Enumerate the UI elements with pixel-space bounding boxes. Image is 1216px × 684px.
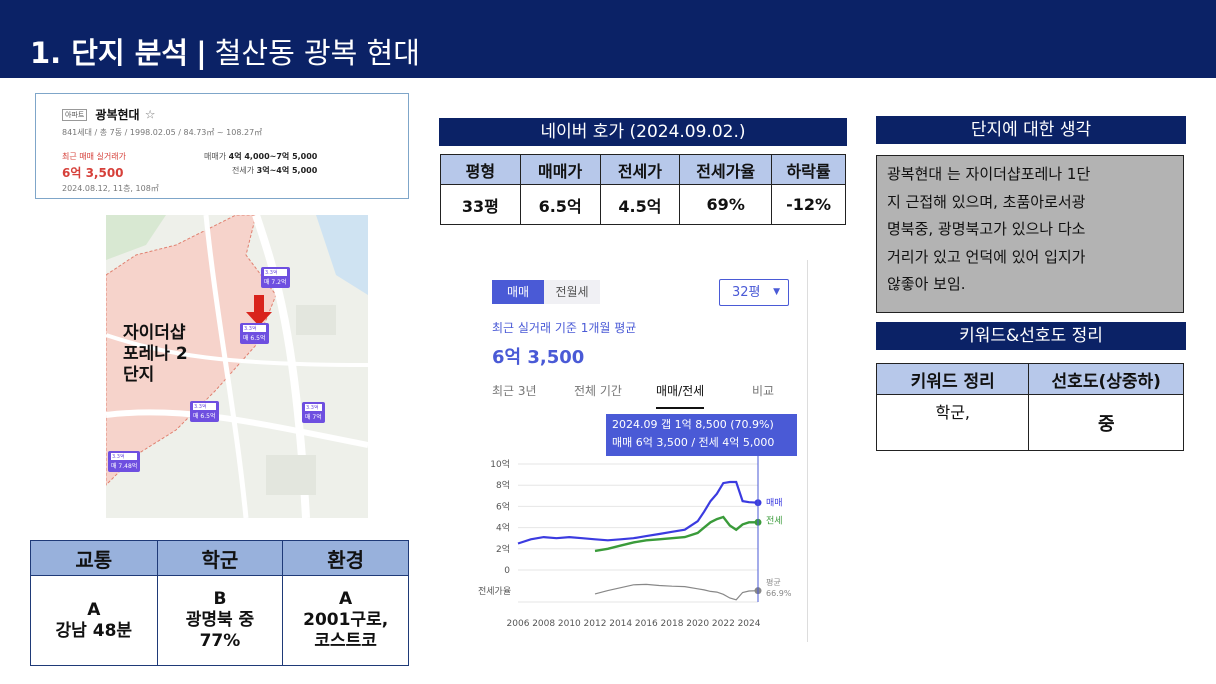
x-tick-label: 2012 [584, 619, 607, 629]
naver-cell: 69% [679, 184, 773, 225]
preference-col-header: 선호도(상중하) [1028, 363, 1184, 395]
rating-header: 환경 [282, 540, 409, 576]
thought-line: 명북중, 광명북고가 있으나 다소 [887, 220, 1086, 238]
price-chart-panel: 매매 전월세 32평 ▼ 최근 실거래 기준 1개월 평균 6억 3,500 최근… [476, 260, 808, 642]
title-separator: | [196, 36, 207, 70]
y-tick-label: 6억 [496, 500, 510, 512]
naver-price-table: 평형 매매가 전세가 전세가율 하락률 33평 6.5억 4.5억 69% -1… [440, 154, 846, 225]
complex-meta: 841세대 / 총 7동 / 1998.02.05 / 84.73㎡ ~ 108… [62, 128, 263, 137]
nearby-complex-label: 자이더샵 포레나 2단지 [123, 323, 188, 385]
x-tick-label: 2016 [635, 619, 658, 629]
favorite-star-icon[interactable]: ☆ [144, 107, 156, 122]
x-tick-label: 2008 [532, 619, 555, 629]
thought-line: 지 근접해 있으며, 초품아로서광 [887, 192, 1086, 211]
naver-col-header: 전세가율 [679, 154, 773, 185]
naver-col-header: 평형 [440, 154, 521, 185]
ratio-avg-label: 평균 [766, 577, 781, 587]
jeonse-range-value: 3억~4억 5,000 [256, 166, 318, 175]
y-tick-label: 8억 [496, 479, 510, 491]
location-map[interactable]: 자이더샵 포레나 2단지 3.3억 매 7.2억 3.3억 매 6.5억 3.3억 매… [106, 215, 368, 518]
price-pin[interactable]: 3.3억 매 7억 [302, 402, 325, 423]
y-tick-label: 10억 [490, 458, 510, 470]
sale-range-label: 매매가 [204, 152, 227, 161]
jeonse-range-label: 전세가 [232, 166, 255, 175]
x-tick-label: 2022 [712, 619, 735, 629]
naver-cell: 33평 [440, 184, 521, 225]
jeonse-series-label: 전세 [766, 515, 783, 526]
recent-deal-price: 6억 3,500 [62, 166, 124, 180]
series-line-1 [594, 515, 758, 553]
thoughts-box: 광복현대 는 자이더샵포레나 1단 지 근접해 있으며, 초품아로서광 명북중,… [876, 155, 1184, 313]
rating-table: 교통 학군 환경 A 강남 48분 B 광명북 중 77% A 2001구로, … [30, 540, 409, 666]
x-tick-label: 2014 [609, 619, 632, 629]
tooltip-line1: 2024.09 갭 1억 8,500 (70.9%) [612, 418, 774, 431]
naver-cell: -12% [771, 184, 846, 225]
naver-cell: 4.5억 [599, 184, 681, 225]
ratio-avg-value: 66.9% [766, 589, 792, 598]
recent-deal-date: 2024.08.12, 11층, 108㎡ [62, 184, 159, 193]
price-pin[interactable]: 3.3억 매 6.5억 [240, 323, 269, 344]
tab-sale[interactable]: 매매 [492, 280, 544, 304]
naver-cell: 6.5억 [519, 184, 601, 225]
y-tick-label: 4억 [496, 522, 510, 534]
down-arrow-icon [246, 295, 272, 326]
x-tick-label: 2018 [661, 619, 684, 629]
thoughts-header: 단지에 대한 생각 [876, 116, 1186, 144]
y-tick-label: 2억 [496, 543, 510, 555]
x-tick-label: 2024 [738, 619, 761, 629]
price-line-chart[interactable]: 10억 8억 6억 4억 2억 0 전세가율 2006 2008 2010 2012 2014 2016… [476, 456, 808, 642]
x-tick-label: 2010 [558, 619, 581, 629]
ratio-label: 전세가율 [478, 586, 511, 597]
keyword-cell: 학군, [875, 394, 1030, 451]
preference-cell: 중 [1028, 394, 1184, 451]
price-pin[interactable]: 3.3억 매 7.48억 [108, 451, 141, 472]
series-line-2 [594, 583, 759, 601]
map-graphic [106, 215, 368, 518]
naver-price-header: 네이버 호가 (2024.09.02.) [439, 118, 847, 146]
caret-down-icon: ▼ [773, 287, 780, 297]
tooltip-line2: 매매 6억 3,500 / 전세 4억 5,000 [612, 436, 775, 449]
thought-line: 광복현대 는 자이더샵포레나 1단 [887, 165, 1091, 183]
keywords-header: 키워드&선호도 정리 [876, 322, 1186, 350]
size-select[interactable]: 32평 ▼ [719, 279, 789, 306]
x-tick-label: 2006 [507, 619, 530, 629]
property-type-badge: 아파트 [62, 108, 88, 121]
sale-range-value: 4억 4,000~7억 5,000 [228, 152, 318, 161]
period-tab-compare[interactable]: 비교 [752, 384, 775, 398]
rating-cell-transport: A 강남 48분 [30, 575, 158, 666]
period-tab-3y[interactable]: 최근 3년 [492, 384, 537, 398]
naver-col-header: 전세가 [599, 154, 681, 185]
complex-name: 광복현대 [95, 108, 140, 122]
series-line-0 [517, 480, 759, 545]
listing-card: 아파트 광복현대 ☆ 841세대 / 총 7동 / 1998.02.05 / 8… [35, 93, 409, 199]
thought-line: 거리가 있고 언덕에 있어 입지가 [887, 247, 1086, 266]
thought-line: 않좋아 보임. [887, 275, 966, 293]
x-tick-label: 2020 [686, 619, 709, 629]
average-label: 최근 실거래 기준 1개월 평균 [492, 321, 637, 335]
period-tab-all[interactable]: 전체 기간 [574, 384, 622, 398]
keyword-col-header: 키워드 정리 [875, 363, 1030, 395]
naver-col-header: 매매가 [519, 154, 601, 185]
price-pin[interactable]: 3.3억 매 6.5억 [190, 401, 219, 422]
naver-col-header: 하락률 [771, 154, 846, 185]
tab-rent[interactable]: 전월세 [544, 280, 600, 304]
y-tick-label: 0 [504, 566, 510, 576]
keyword-table: 키워드 정리 선호도(상중하) 학군, 중 [875, 363, 1184, 451]
chart-tooltip: 2024.09 갭 1억 8,500 (70.9%) 매매 6억 3,500 /… [606, 414, 797, 456]
page-title: 1. 단지 분석 | 철산동 광복 현대 [30, 30, 420, 72]
title-number: 1. 단지 분석 [30, 36, 189, 70]
price-pin[interactable]: 3.3억 매 7.2억 [261, 267, 290, 288]
size-select-value: 32평 [732, 285, 761, 300]
rating-header: 학군 [156, 540, 284, 576]
title-text: 철산동 광복 현대 [214, 36, 420, 70]
rating-cell-school: B 광명북 중 77% [156, 575, 284, 666]
average-price: 6억 3,500 [492, 347, 585, 368]
rating-cell-environment: A 2001구로, 코스트코 [282, 575, 409, 666]
recent-deal-label: 최근 매매 실거래가 [62, 152, 126, 161]
sale-series-label: 매매 [766, 498, 783, 509]
rating-header: 교통 [30, 540, 158, 576]
header-bar [0, 0, 1216, 78]
period-tab-sale-jeonse[interactable]: 매매/전세 [656, 382, 705, 409]
price-ranges: 매매가 4억 4,000~7억 5,000 전세가 3억~4억 5,000 [204, 150, 317, 178]
